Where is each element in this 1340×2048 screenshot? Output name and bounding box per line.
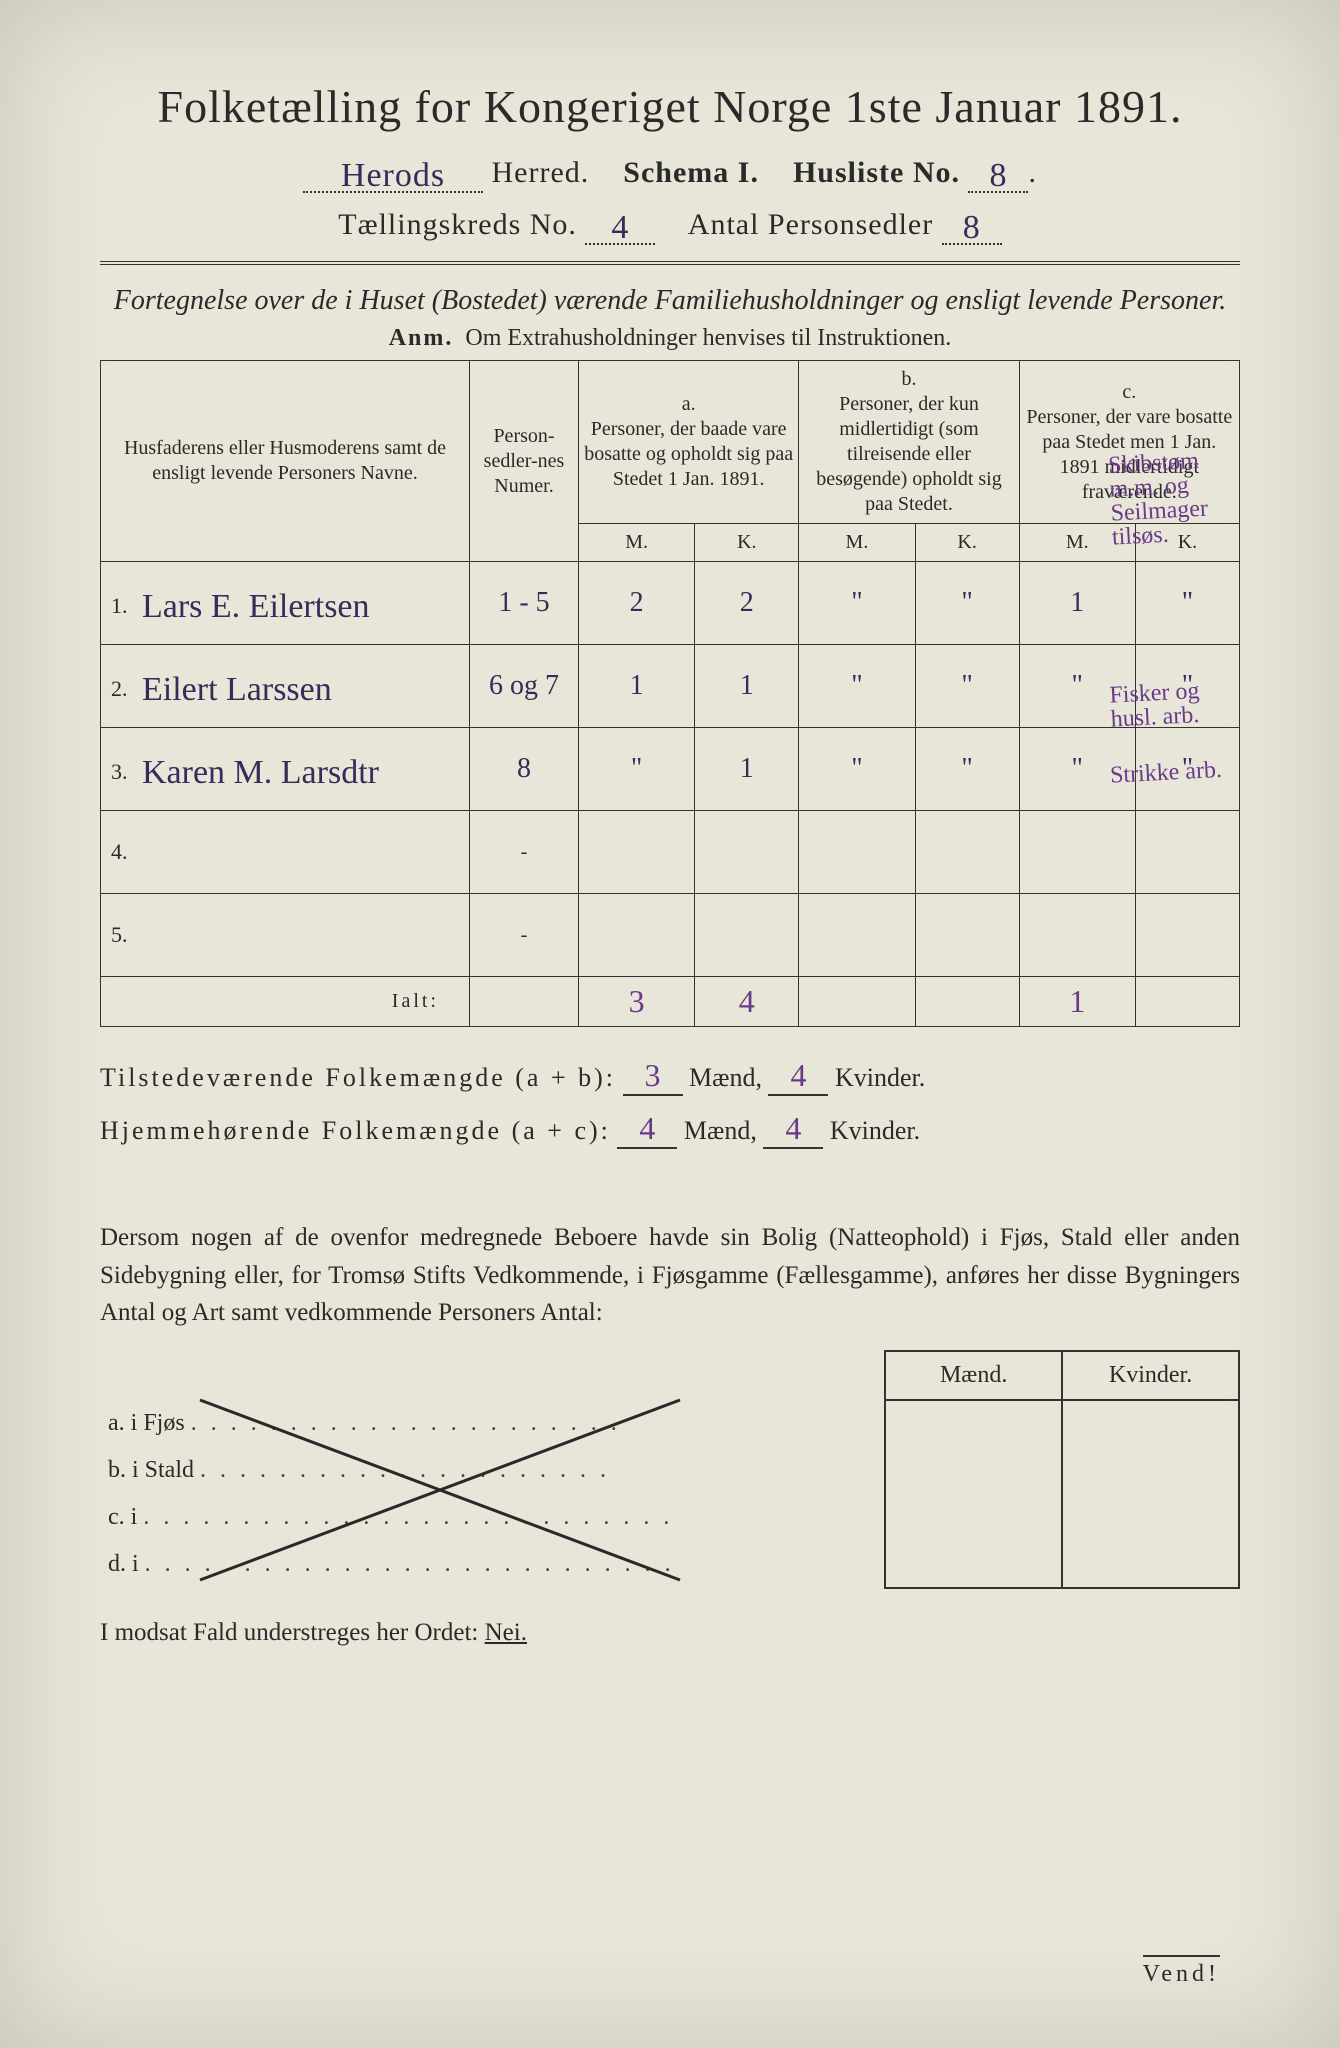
page-title: Folketælling for Kongeriget Norge 1ste J… xyxy=(100,80,1240,133)
hjemme-m: 4 xyxy=(639,1110,655,1146)
col-b-m: M. xyxy=(799,524,915,562)
herred-value: Herods xyxy=(341,157,445,195)
nei-line: I modsat Fald understreges her Ordet: Ne… xyxy=(100,1619,1240,1647)
tilstede-label: Tilstedeværende Folkemængde (a + b): xyxy=(100,1063,616,1093)
ialt-row: Ialt: 3 4 1 xyxy=(101,977,1240,1027)
side-kvinder: Kvinder. xyxy=(1062,1351,1239,1400)
hjemme-k: 4 xyxy=(785,1110,801,1146)
totals-block: Tilstedeværende Folkemængde (a + b): 3 M… xyxy=(100,1057,1240,1149)
col-b-k: K. xyxy=(915,524,1019,562)
subtitle: Fortegnelse over de i Huset (Bostedet) v… xyxy=(100,283,1240,319)
table-row: 3. Karen M. Larsdtr 8 " 1 " " " " xyxy=(101,728,1240,811)
side-row-d: d. i . . . . . . . . . . . . . . . . . .… xyxy=(100,1541,885,1588)
kreds-value: 4 xyxy=(611,209,629,247)
side-row-c: c. i . . . . . . . . . . . . . . . . . .… xyxy=(100,1494,885,1541)
person-name: Lars E. Eilertsen xyxy=(142,588,370,626)
vend-label: Vend! xyxy=(1143,1955,1220,1988)
anm-line: Anm. Om Extrahusholdninger henvises til … xyxy=(100,325,1240,352)
census-table: Husfaderens eller Husmoderens samt de en… xyxy=(100,360,1240,1027)
col-b: b. Personer, der kun midlertidigt (som t… xyxy=(799,361,1019,524)
husliste-label: Husliste No. xyxy=(793,156,960,189)
anm-label: Anm. xyxy=(389,325,454,351)
col-numer: Person-sedler-nes Numer. xyxy=(470,361,579,562)
col-a-k: K. xyxy=(695,524,799,562)
margin-note-top: Skibstøm m.m. og Seilmager tilsøs. xyxy=(1108,447,1253,550)
herred-label: Herred. xyxy=(492,156,590,189)
col-names: Husfaderens eller Husmoderens samt de en… xyxy=(101,361,470,562)
side-maend: Mænd. xyxy=(885,1351,1062,1400)
sidebuilding-paragraph: Dersom nogen af de ovenfor medregnede Be… xyxy=(100,1219,1240,1332)
kreds-label: Tællingskreds No. xyxy=(338,208,577,241)
tilstede-m: 3 xyxy=(645,1057,661,1093)
person-name: Eilert Larssen xyxy=(142,671,332,709)
table-row: 4. - xyxy=(101,811,1240,894)
nei-word: Nei. xyxy=(485,1619,527,1646)
census-form-page: Folketælling for Kongeriget Norge 1ste J… xyxy=(0,0,1340,2048)
divider xyxy=(100,261,1240,265)
sidebuilding-table: Mænd. Kvinder. a. i Fjøs . . . . . . . .… xyxy=(100,1350,1240,1589)
margin-note-2: Fisker og husl. arb. xyxy=(1109,677,1251,732)
personsedler-label: Antal Personsedler xyxy=(688,208,933,241)
side-row-a: a. i Fjøs . . . . . . . . . . . . . . . … xyxy=(100,1400,885,1447)
schema-label: Schema I. xyxy=(623,156,759,189)
table-row: 1. Lars E. Eilertsen 1 - 5 2 2 " " 1 " xyxy=(101,562,1240,645)
header-line-2: Tællingskreds No. 4 Antal Personsedler 8 xyxy=(100,205,1240,245)
husliste-value: 8 xyxy=(989,157,1007,195)
col-a: a. Personer, der baade vare bosatte og o… xyxy=(579,361,799,524)
side-row-b: b. i Stald . . . . . . . . . . . . . . .… xyxy=(100,1447,885,1494)
tilstede-k: 4 xyxy=(790,1057,806,1093)
hjemme-label: Hjemmehørende Folkemængde (a + c): xyxy=(100,1116,611,1146)
personsedler-value: 8 xyxy=(963,209,981,247)
anm-text: Om Extrahusholdninger henvises til Instr… xyxy=(465,325,951,351)
header-line-1: Herods Herred. Schema I. Husliste No. 8. xyxy=(100,153,1240,193)
table-row: 2. Eilert Larssen 6 og 7 1 1 " " " " xyxy=(101,645,1240,728)
table-row: 5. - xyxy=(101,894,1240,977)
person-name: Karen M. Larsdtr xyxy=(142,754,379,792)
col-a-m: M. xyxy=(579,524,695,562)
